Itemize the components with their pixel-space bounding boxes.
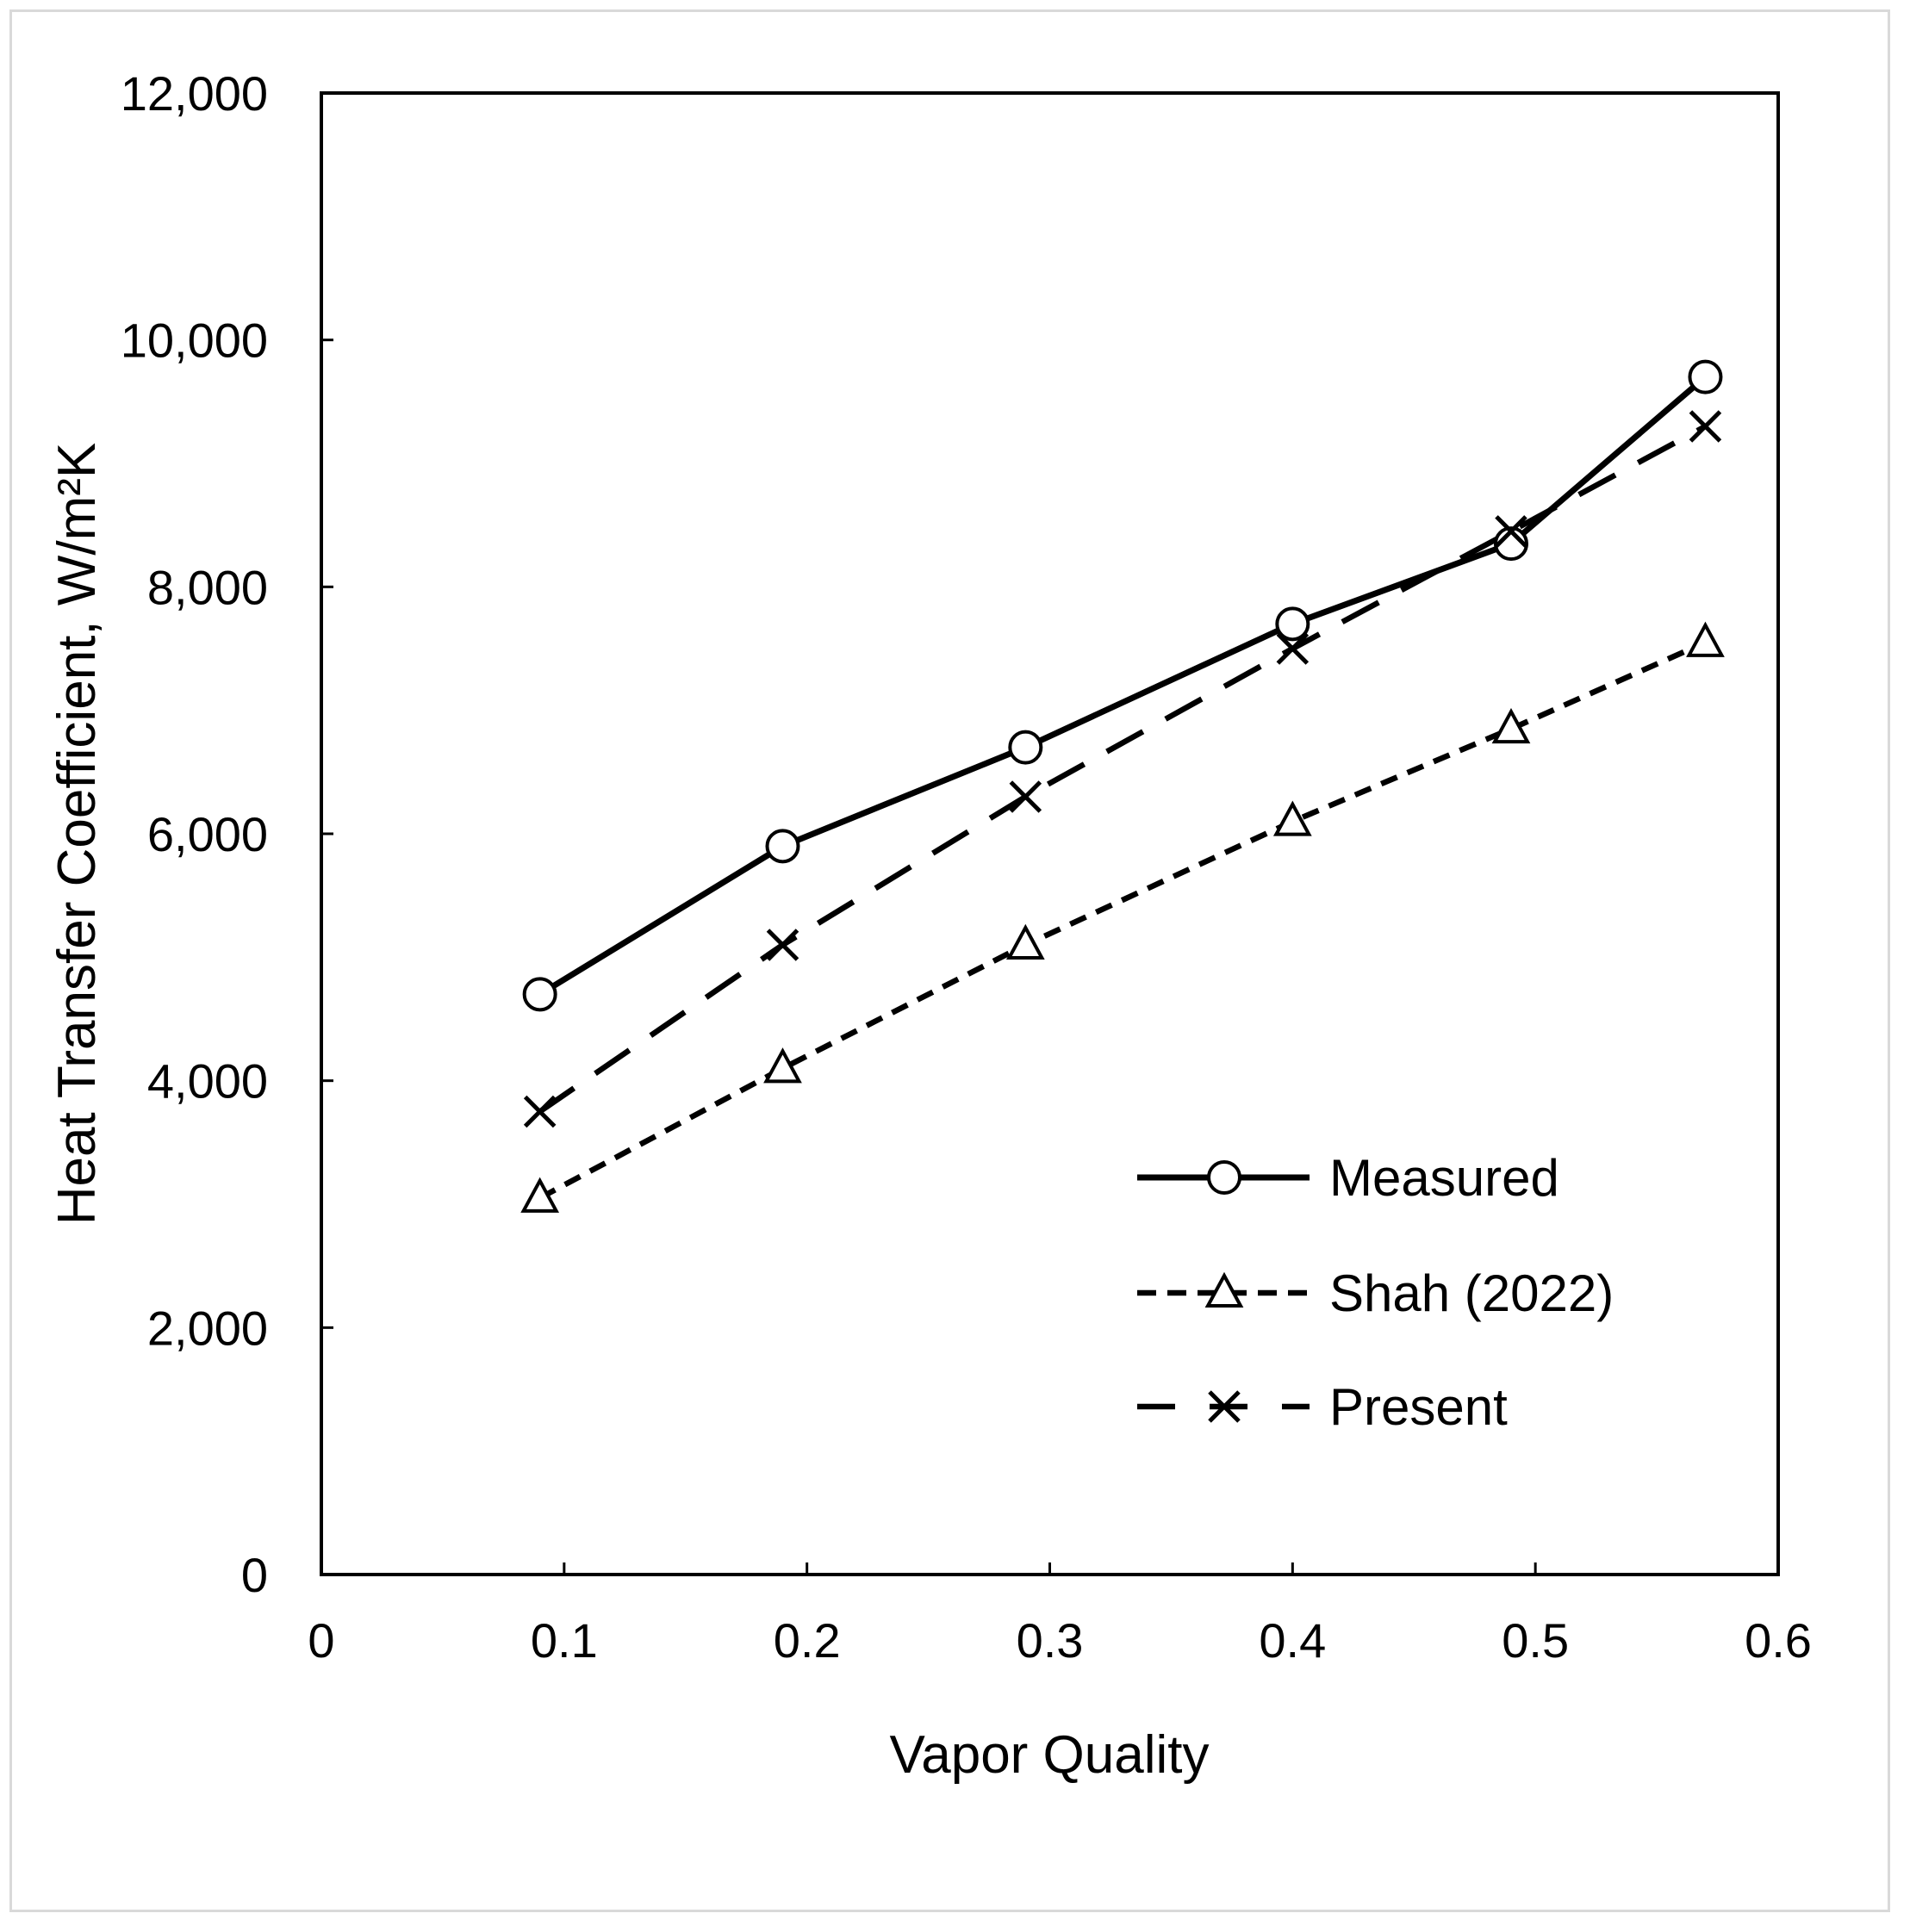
data-point-shah-2022 bbox=[1491, 707, 1531, 744]
plot-border bbox=[320, 91, 1780, 1576]
data-point-measured bbox=[1008, 730, 1043, 765]
data-point-measured bbox=[1688, 359, 1723, 394]
y-tick-label: 2,000 bbox=[147, 1301, 268, 1355]
data-point-shah-2022 bbox=[1005, 923, 1045, 960]
y-axis-title: Heat Transfer Coefficient, W/m²K bbox=[47, 443, 107, 1225]
y-tick-label: 10,000 bbox=[121, 314, 268, 368]
x-tick-label: 0.3 bbox=[1017, 1613, 1084, 1668]
y-tick-label: 4,000 bbox=[147, 1054, 268, 1109]
data-point-measured bbox=[765, 829, 800, 864]
y-axis: 0 2,000 4,000 6,000 8,000 10,000 12,000 bbox=[121, 66, 333, 1602]
legend-marker-shah-2022 bbox=[1204, 1271, 1244, 1308]
x-axis-title: Vapor Quality bbox=[889, 1725, 1209, 1785]
legend-label-shah-2022: Shah (2022) bbox=[1329, 1264, 1614, 1322]
legend: Measured Shah (2022) Present bbox=[1137, 1149, 1614, 1436]
legend-marker-present bbox=[1208, 1390, 1241, 1423]
series-line-shah-2022 bbox=[538, 639, 1707, 1201]
x-tick-label: 0 bbox=[308, 1613, 334, 1668]
legend-marker-measured bbox=[1207, 1160, 1241, 1195]
data-point-shah-2022 bbox=[1272, 800, 1312, 836]
x-tick-label: 0.2 bbox=[774, 1613, 841, 1668]
data-point-present bbox=[1009, 780, 1042, 813]
data-point-measured bbox=[522, 977, 557, 1012]
data-point-present bbox=[523, 1095, 557, 1128]
data-point-shah-2022 bbox=[763, 1047, 802, 1084]
series-line-present bbox=[538, 424, 1707, 1115]
y-tick-label: 0 bbox=[241, 1548, 268, 1602]
x-tick-label: 0.1 bbox=[531, 1613, 598, 1668]
data-point-present bbox=[1276, 632, 1310, 665]
data-point-measured bbox=[1493, 526, 1528, 562]
y-tick-label: 12,000 bbox=[121, 66, 268, 121]
y-tick-label: 6,000 bbox=[147, 807, 268, 861]
series-lines bbox=[538, 375, 1708, 1201]
plot-area bbox=[320, 91, 1780, 1576]
x-tick-label: 0.6 bbox=[1745, 1613, 1812, 1668]
data-point-measured bbox=[1275, 606, 1310, 642]
y-tick-label: 8,000 bbox=[147, 560, 268, 614]
data-point-shah-2022 bbox=[1686, 621, 1725, 657]
data-point-present bbox=[1689, 410, 1722, 443]
x-axis: 0 0.1 0.2 0.3 0.4 0.5 0.6 bbox=[308, 1562, 1812, 1668]
legend-label-present: Present bbox=[1329, 1378, 1508, 1436]
data-point-shah-2022 bbox=[520, 1177, 560, 1213]
series-markers bbox=[520, 359, 1725, 1213]
legend-label-measured: Measured bbox=[1329, 1149, 1559, 1207]
data-point-present bbox=[766, 929, 799, 961]
data-point-present bbox=[1495, 515, 1527, 548]
x-tick-label: 0.5 bbox=[1502, 1613, 1569, 1668]
x-tick-label: 0.4 bbox=[1259, 1613, 1326, 1668]
